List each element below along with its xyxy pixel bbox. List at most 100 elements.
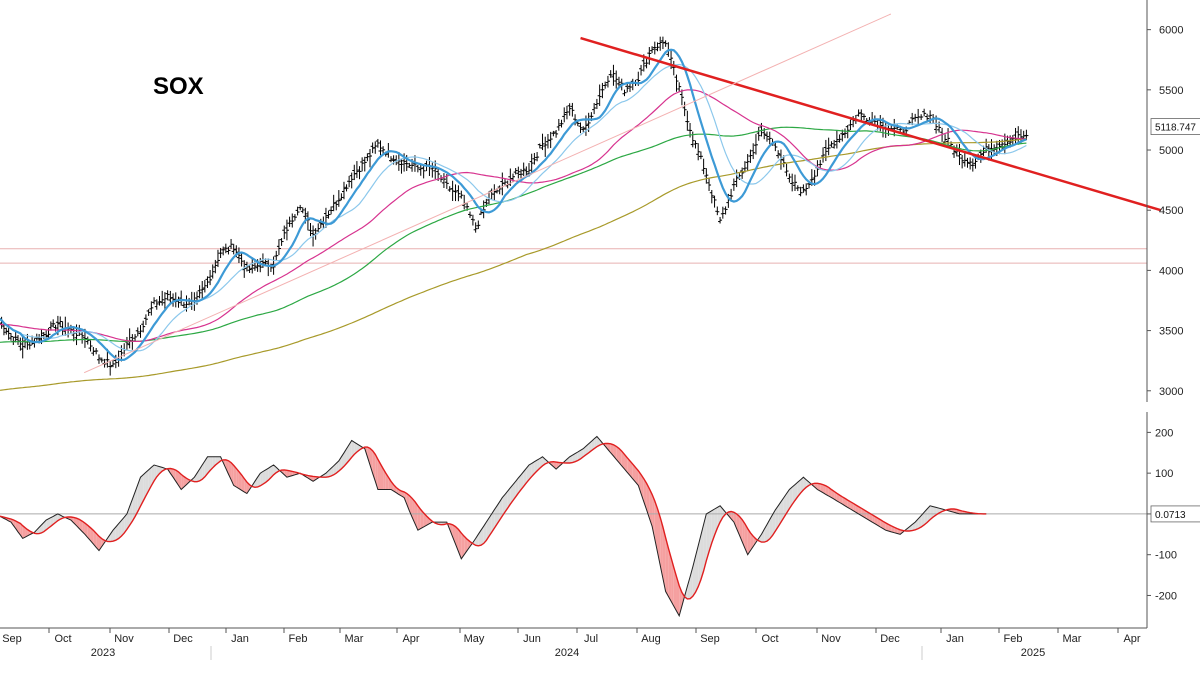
oscillator-fill-329 [883, 521, 886, 531]
oscillator-fill-316 [847, 500, 851, 510]
oscillator-fill-155 [404, 491, 407, 505]
oscillator-fill-343 [924, 509, 928, 525]
oscillator-fill-297 [794, 482, 798, 501]
oscillator-fill-242 [643, 478, 647, 510]
oscillator-fill-69 [178, 471, 182, 490]
oscillator-fill-49 [124, 513, 127, 534]
oscillator-fill-287 [766, 519, 770, 542]
month-label-9: Jun [523, 633, 541, 645]
moving-average-50-line [0, 89, 1027, 342]
oscillator-fill-9 [20, 523, 23, 539]
oscillator-fill-253 [673, 567, 677, 611]
oscillator-fill-321 [861, 508, 865, 518]
oscillator-fill-223 [591, 438, 595, 451]
oscillator-fill-273 [728, 511, 732, 519]
oscillator-fill-194 [513, 481, 516, 501]
moving-average-100-line [0, 126, 1027, 343]
month-label-7: Apr [402, 633, 419, 645]
moving-average-200-line [0, 137, 1027, 391]
oscillator-fill-312 [836, 493, 840, 503]
price-last-value: 5118.747 [1150, 118, 1200, 135]
oscillator-fill-36 [87, 525, 91, 541]
month-label-10: Jul [584, 633, 598, 645]
year-label-0: 2023 [91, 647, 115, 659]
oscillator-fill-90 [233, 465, 237, 488]
price-tick-label-3: 4500 [1159, 205, 1183, 217]
oscillator-fill-21 [48, 517, 51, 528]
month-label-3: Dec [173, 633, 193, 645]
osc-tick-label-1: 100 [1155, 468, 1173, 480]
oscillator-fills [0, 436, 984, 616]
month-label-12: Sep [700, 633, 720, 645]
oscillator-fill-19 [43, 520, 47, 532]
oscillator-fill-305 [817, 483, 821, 492]
oscillator-fill-58 [148, 467, 152, 491]
oscillator-fill-84 [217, 456, 221, 463]
month-label-6: Mar [345, 633, 364, 645]
oscillator-fill-262 [698, 535, 701, 587]
oscillator-fill-128 [333, 463, 337, 475]
oscillator-fill-66 [170, 468, 174, 478]
oscillator-fill-247 [657, 508, 661, 566]
price-tick-label-5: 5500 [1159, 85, 1183, 97]
price-last-value-text: 5118.747 [1155, 123, 1196, 134]
oscillator-fill-296 [792, 484, 795, 505]
month-label-0: Sep [2, 633, 22, 645]
oscillator-fill-171 [449, 523, 453, 537]
oscillator-fast-line [0, 435, 987, 618]
axes: 30003500400045005000550060002001000-100-… [0, 0, 1200, 660]
oscillator-fill-188 [496, 501, 500, 525]
oscillator-fill-93 [241, 474, 245, 492]
oscillator-fill-285 [761, 529, 765, 543]
oscillator-fill-191 [505, 491, 508, 512]
oscillator-fill-275 [733, 512, 737, 529]
oscillator-fill-251 [668, 547, 672, 602]
oscillator-fill-278 [742, 519, 745, 549]
oscillator-fill-320 [858, 506, 862, 516]
oscillator-fill-185 [488, 513, 492, 537]
oscillator-fill-222 [588, 441, 592, 453]
oscillator-fill-298 [797, 479, 801, 497]
oscillator-fill-306 [820, 483, 824, 493]
oscillator-fill-175 [461, 533, 465, 559]
oscillator-fill-289 [772, 509, 776, 536]
month-label-11: Aug [641, 633, 661, 645]
oscillator-fill-292 [780, 497, 784, 523]
oscillator-fill-176 [464, 536, 468, 555]
oscillator-fill-326 [874, 516, 878, 526]
oscillator-fill-318 [853, 503, 856, 513]
oscillator-fill-129 [336, 460, 339, 474]
oscillator-fill-288 [769, 514, 773, 539]
oscillator-fill-250 [665, 537, 669, 597]
trendline-1 [83, 13, 892, 374]
osc-tick-label-4: -200 [1155, 590, 1177, 602]
oscillator-last-value-text: 0.0713 [1155, 510, 1186, 521]
month-label-5: Feb [289, 633, 308, 645]
month-label-19: Apr [1123, 633, 1140, 645]
oscillator-fill-190 [502, 494, 506, 516]
oscillator-fill-133 [346, 444, 350, 464]
oscillator-fill-330 [885, 522, 889, 532]
oscillator-fill-325 [872, 514, 875, 524]
oscillator-fill-37 [90, 527, 94, 545]
oscillator-fill-134 [349, 440, 352, 461]
oscillator-fill-30 [70, 516, 74, 523]
oscillator-fill-295 [789, 487, 793, 509]
oscillator-fill-91 [236, 468, 239, 489]
oscillator-fill-311 [834, 491, 837, 501]
oscillator-fill-177 [467, 539, 471, 551]
oscillator-fill-239 [635, 467, 639, 486]
oscillator-fill-264 [703, 513, 707, 571]
price-tick-label-6: 6000 [1159, 25, 1183, 37]
oscillator-fill-79 [204, 456, 208, 477]
oscillator-fill-46 [115, 523, 119, 541]
oscillator-slow-line [0, 442, 987, 600]
oscillator-fill-180 [475, 534, 479, 546]
month-label-17: Feb [1004, 633, 1023, 645]
oscillator-fill-54 [137, 477, 141, 512]
oscillator-fill-232 [616, 446, 619, 463]
oscillator-fill-214 [566, 456, 570, 463]
oscillator-fill-31 [73, 517, 77, 526]
oscillator-fill-35 [84, 523, 88, 538]
